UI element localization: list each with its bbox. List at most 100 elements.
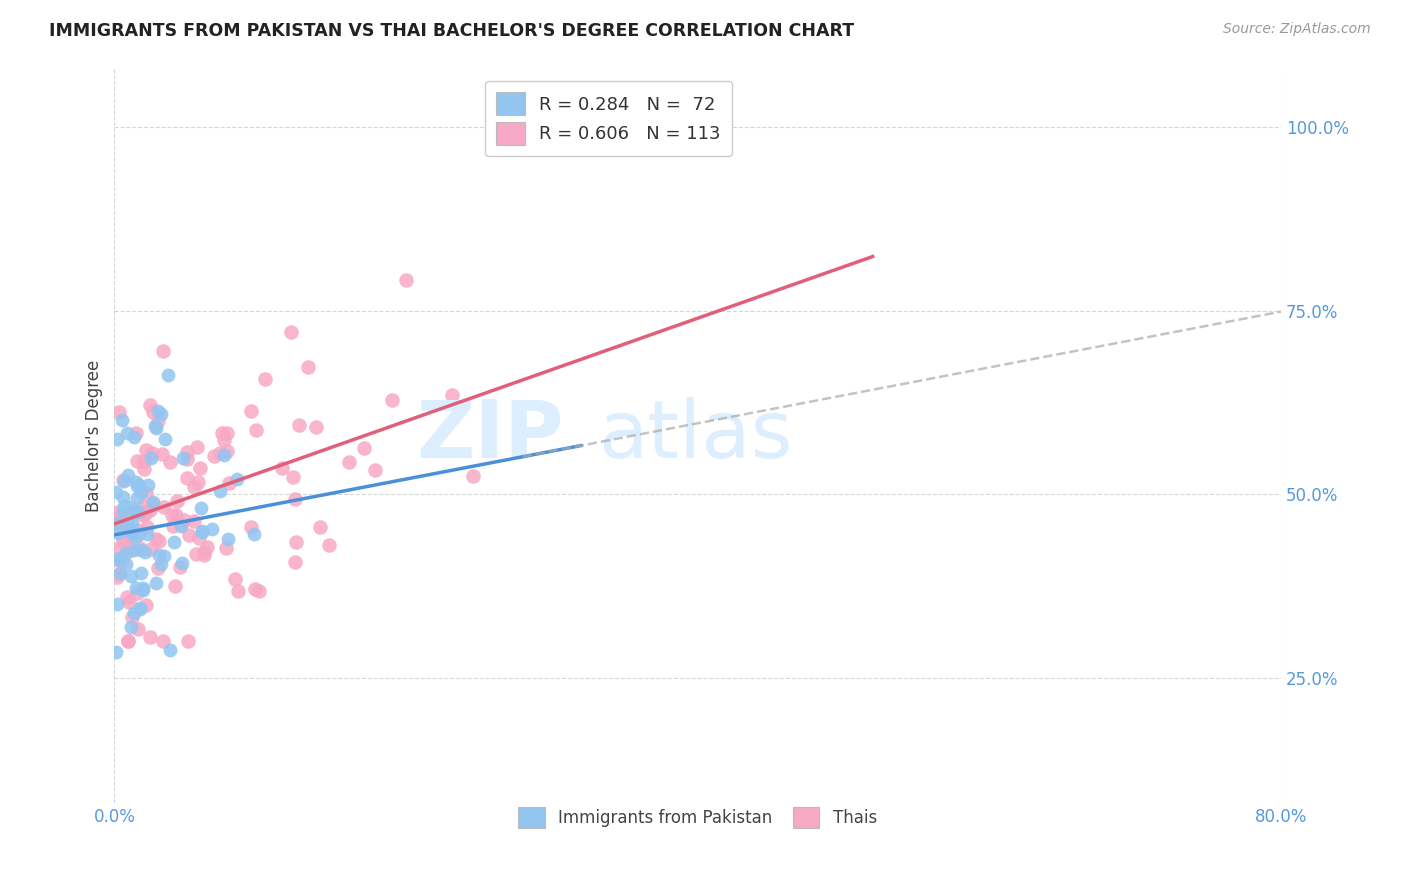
Point: [110, 511, 132, 525]
Point: [463, 469, 485, 483]
Point: [226, 584, 249, 599]
Point: [183, 480, 205, 494]
Point: [120, 620, 142, 634]
Point: [212, 448, 235, 462]
Point: [176, 445, 198, 459]
Point: [104, 645, 127, 659]
Point: [183, 514, 205, 528]
Point: [111, 554, 134, 568]
Point: [283, 469, 305, 483]
Point: [125, 491, 148, 506]
Point: [112, 475, 135, 489]
Point: [148, 414, 170, 428]
Point: [150, 447, 173, 461]
Point: [105, 551, 128, 566]
Point: [225, 472, 247, 486]
Point: [120, 542, 142, 557]
Legend: Immigrants from Pakistan, Thais: Immigrants from Pakistan, Thais: [512, 800, 883, 835]
Y-axis label: Bachelor's Degree: Bachelor's Degree: [86, 359, 103, 512]
Point: [134, 507, 156, 521]
Point: [136, 520, 159, 534]
Point: [128, 602, 150, 616]
Point: [104, 516, 127, 530]
Point: [120, 525, 142, 540]
Point: [122, 505, 145, 519]
Point: [195, 540, 218, 554]
Point: [127, 528, 149, 542]
Point: [108, 566, 131, 580]
Point: [108, 405, 131, 419]
Point: [162, 519, 184, 533]
Point: [176, 634, 198, 648]
Point: [337, 455, 360, 469]
Point: [129, 541, 152, 555]
Point: [353, 442, 375, 456]
Point: [215, 444, 238, 458]
Point: [215, 541, 238, 555]
Point: [215, 425, 238, 440]
Point: [136, 526, 159, 541]
Point: [135, 442, 157, 457]
Point: [202, 449, 225, 463]
Point: [253, 372, 276, 386]
Point: [218, 475, 240, 490]
Point: [139, 503, 162, 517]
Point: [125, 581, 148, 595]
Point: [394, 273, 416, 287]
Point: [209, 483, 232, 498]
Point: [120, 529, 142, 543]
Point: [297, 360, 319, 375]
Point: [160, 508, 183, 522]
Point: [148, 548, 170, 562]
Point: [135, 486, 157, 500]
Point: [138, 398, 160, 412]
Point: [146, 404, 169, 418]
Point: [190, 500, 212, 515]
Point: [115, 426, 138, 441]
Point: [145, 575, 167, 590]
Point: [107, 505, 129, 519]
Point: [163, 578, 186, 592]
Point: [105, 433, 128, 447]
Point: [117, 634, 139, 648]
Point: [112, 533, 135, 547]
Text: IMMIGRANTS FROM PAKISTAN VS THAI BACHELOR'S DEGREE CORRELATION CHART: IMMIGRANTS FROM PAKISTAN VS THAI BACHELO…: [49, 22, 855, 40]
Point: [128, 601, 150, 615]
Point: [211, 425, 233, 440]
Point: [193, 548, 215, 562]
Point: [141, 497, 163, 511]
Point: [186, 440, 208, 454]
Point: [131, 566, 153, 580]
Point: [134, 453, 156, 467]
Point: [131, 508, 153, 522]
Point: [112, 504, 135, 518]
Point: [156, 368, 179, 383]
Point: [141, 445, 163, 459]
Point: [150, 407, 173, 421]
Point: [117, 634, 139, 648]
Text: ZIP: ZIP: [416, 397, 564, 475]
Point: [112, 473, 135, 487]
Point: [111, 413, 134, 427]
Point: [117, 516, 139, 531]
Point: [124, 543, 146, 558]
Point: [152, 549, 174, 563]
Point: [247, 584, 270, 599]
Point: [132, 583, 155, 598]
Point: [107, 525, 129, 540]
Point: [111, 518, 134, 533]
Point: [145, 532, 167, 546]
Point: [121, 517, 143, 532]
Point: [127, 622, 149, 636]
Point: [169, 518, 191, 533]
Point: [245, 423, 267, 437]
Point: [115, 590, 138, 604]
Point: [142, 494, 165, 508]
Point: [188, 461, 211, 475]
Point: [283, 556, 305, 570]
Point: [159, 455, 181, 469]
Point: [142, 404, 165, 418]
Point: [201, 522, 224, 536]
Point: [184, 547, 207, 561]
Point: [159, 643, 181, 657]
